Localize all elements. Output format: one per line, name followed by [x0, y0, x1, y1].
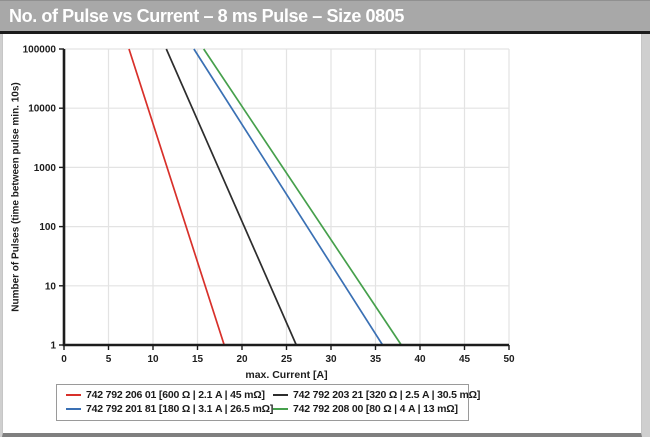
x-tick-label: 0 [61, 354, 67, 365]
legend-item-3: 742 792 208 00 [80 Ω | 4 A | 13 mΩ] [273, 403, 480, 415]
tick-labels: 0 5 10 15 20 25 30 35 40 45 50 1 10 100 1000 10000 10000… [23, 45, 515, 366]
legend-label: 742 792 206 01 [600 Ω | 2.1 A | 45 mΩ] [86, 389, 265, 401]
legend-item-2: 742 792 201 81 [180 Ω | 3.1 A | 26.5 mΩ] [66, 403, 273, 415]
gridlines [64, 48, 510, 345]
x-axis-label: max. Current [A] [245, 369, 328, 381]
y-tick-label: 10 [45, 281, 57, 292]
y-tick-label: 1 [50, 341, 56, 352]
y-tick-label: 100 [39, 222, 56, 233]
legend-item-0: 742 792 206 01 [600 Ω | 2.1 A | 45 mΩ] [66, 389, 273, 401]
legend-label: 742 792 208 00 [80 Ω | 4 A | 13 mΩ] [293, 403, 458, 415]
legend-color-dash [273, 394, 288, 396]
x-tick-label: 50 [503, 354, 515, 365]
series-line-0 [128, 48, 226, 346]
x-tick-label: 45 [459, 354, 471, 365]
x-tick-label: 20 [236, 354, 248, 365]
chart-legend: 742 792 206 01 [600 Ω | 2.1 A | 45 mΩ] 74… [56, 384, 480, 421]
x-tick-label: 10 [147, 354, 159, 365]
chart-panel: Number of Pulses (time between pulse min… [2, 34, 642, 437]
y-tick-label: 10000 [28, 104, 56, 115]
series-lines [128, 48, 403, 346]
series-line-1 [165, 48, 298, 346]
legend-label: 742 792 203 21 [320 Ω | 2.5 A | 30.5 mΩ] [293, 389, 481, 401]
legend-color-dash [66, 408, 81, 410]
series-line-2 [193, 48, 384, 346]
page-title: No. of Pulse vs Current – 8 ms Pulse – S… [9, 5, 404, 26]
y-tick-label: 1000 [34, 163, 57, 174]
y-tick-label: 100000 [23, 45, 57, 56]
x-tick-label: 40 [414, 354, 426, 365]
legend-color-dash [273, 408, 288, 410]
legend-color-dash [66, 394, 81, 396]
x-tick-label: 15 [192, 354, 204, 365]
legend-item-1: 742 792 203 21 [320 Ω | 2.5 A | 30.5 mΩ] [273, 389, 480, 401]
title-bar: No. of Pulse vs Current – 8 ms Pulse – S… [0, 0, 650, 34]
x-tick-label: 25 [281, 354, 293, 365]
axes [59, 48, 510, 350]
series-line-3 [202, 48, 403, 346]
x-tick-label: 35 [370, 354, 382, 365]
x-tick-label: 30 [325, 354, 337, 365]
legend-label: 742 792 201 81 [180 Ω | 3.1 A | 26.5 mΩ] [86, 403, 274, 415]
chart-plot: 0 5 10 15 20 25 30 35 40 45 50 1 10 100 1000 10000 10000… [23, 45, 515, 366]
x-tick-label: 5 [106, 354, 112, 365]
